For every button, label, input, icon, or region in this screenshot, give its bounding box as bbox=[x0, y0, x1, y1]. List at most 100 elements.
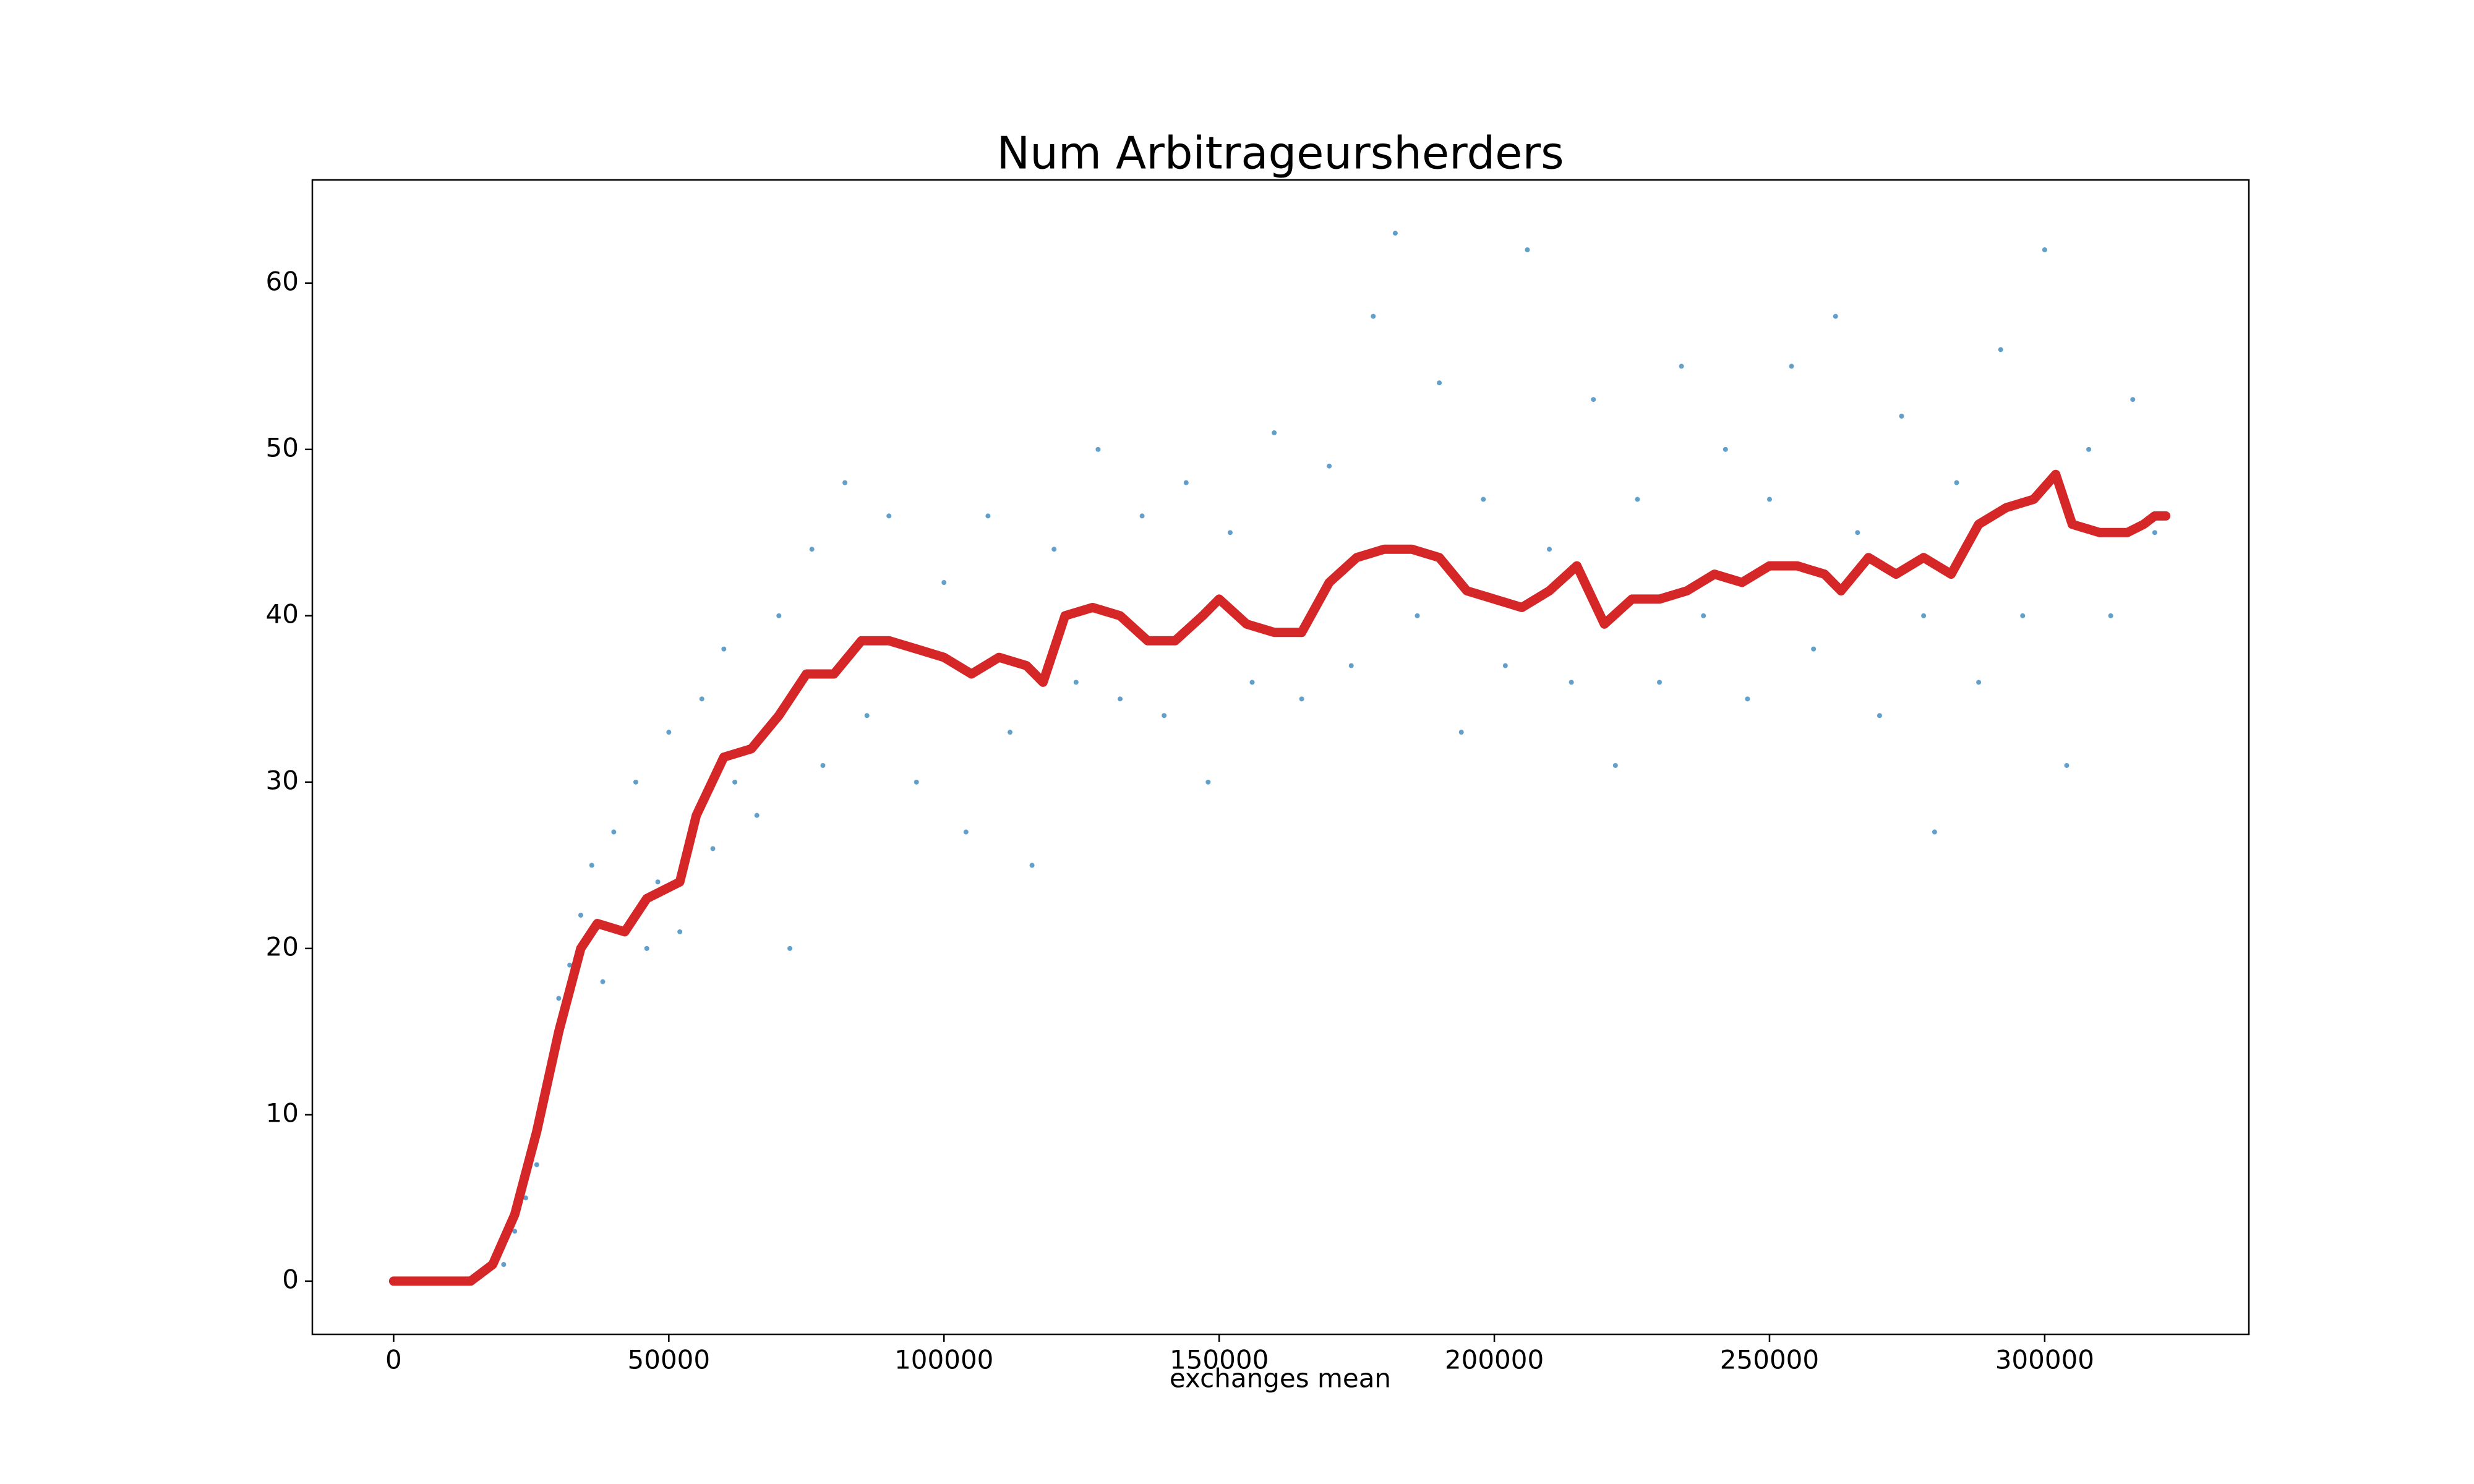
scatter-point bbox=[809, 547, 815, 552]
x-tick-label: 100000 bbox=[894, 1345, 993, 1375]
scatter-point bbox=[886, 513, 892, 519]
scatter-point bbox=[1745, 696, 1750, 702]
scatter-point bbox=[1162, 713, 1167, 719]
scatter-point bbox=[1998, 347, 2003, 352]
chart-title: Num Arbitrageursherders bbox=[996, 127, 1564, 179]
scatter-point bbox=[787, 945, 793, 951]
scatter-point bbox=[941, 580, 947, 586]
scatter-point bbox=[666, 730, 672, 735]
scatter-point bbox=[655, 879, 661, 885]
scatter-point bbox=[1095, 446, 1101, 452]
scatter-point bbox=[1547, 547, 1552, 552]
scatter-point bbox=[776, 613, 782, 618]
scatter-point bbox=[699, 696, 704, 702]
scatter-point bbox=[644, 945, 649, 951]
scatter-point bbox=[1437, 380, 1442, 386]
scatter-point bbox=[1766, 497, 1772, 502]
scatter-point bbox=[2020, 613, 2026, 618]
scatter-point bbox=[2152, 530, 2157, 535]
scatter-point bbox=[578, 913, 583, 918]
scatter-point bbox=[1789, 364, 1794, 369]
moving-average-line bbox=[388, 469, 2171, 1286]
scatter-point bbox=[1227, 530, 1233, 535]
y-tick-label: 20 bbox=[266, 931, 299, 962]
scatter-point bbox=[600, 979, 606, 984]
scatter-point bbox=[1051, 547, 1057, 552]
plot-frame bbox=[311, 179, 2250, 1336]
scatter-point bbox=[523, 1195, 528, 1201]
scatter-point bbox=[1272, 430, 1277, 435]
scatter-point bbox=[1954, 480, 1959, 485]
scatter-point bbox=[1899, 414, 1904, 419]
scatter-point bbox=[1371, 313, 1376, 319]
scatter-point bbox=[1976, 680, 1982, 685]
scatter-point bbox=[842, 480, 848, 485]
y-tick-label: 30 bbox=[266, 765, 299, 795]
scatter-point bbox=[2064, 762, 2070, 768]
scatter-point bbox=[1679, 364, 1684, 369]
scatter-point bbox=[1569, 680, 1574, 685]
scatter-point bbox=[1657, 680, 1663, 685]
scatter-point bbox=[2130, 397, 2136, 403]
scatter-point bbox=[1415, 613, 1420, 618]
x-tick-label: 0 bbox=[385, 1345, 402, 1375]
scatter-point bbox=[1008, 730, 1013, 735]
scatter-point bbox=[1029, 863, 1035, 868]
scatter-point bbox=[534, 1162, 539, 1167]
scatter-point bbox=[1635, 497, 1640, 502]
scatter-point bbox=[589, 863, 594, 868]
scatter-point bbox=[864, 713, 870, 719]
scatter-point bbox=[1701, 613, 1706, 618]
x-tick-label: 150000 bbox=[1170, 1345, 1269, 1375]
y-tick-label: 0 bbox=[282, 1264, 299, 1294]
scatter-point bbox=[1525, 247, 1530, 252]
y-tick-label: 40 bbox=[266, 599, 299, 629]
scatter-point bbox=[963, 829, 969, 835]
x-tick-label: 250000 bbox=[1720, 1345, 1819, 1375]
scatter-point bbox=[1392, 231, 1398, 236]
scatter-point bbox=[820, 762, 826, 768]
scatter-point bbox=[677, 929, 683, 934]
x-tick-label: 50000 bbox=[628, 1345, 711, 1375]
scatter-point bbox=[710, 846, 716, 851]
scatter-point bbox=[1481, 497, 1486, 502]
scatter-point bbox=[611, 829, 617, 835]
x-tick-label: 300000 bbox=[1995, 1345, 2094, 1375]
scatter-point bbox=[633, 779, 638, 785]
scatter-point bbox=[1932, 829, 1937, 835]
y-tick-label: 50 bbox=[266, 432, 299, 463]
scatter-point bbox=[1205, 779, 1211, 785]
scatter-point bbox=[1139, 513, 1145, 519]
scatter-point bbox=[1327, 463, 1332, 469]
scatter-point bbox=[1299, 696, 1304, 702]
scatter-point bbox=[1811, 646, 1817, 652]
scatter-point bbox=[732, 779, 738, 785]
scatter-point bbox=[1855, 530, 1860, 535]
scatter-point bbox=[1833, 313, 1838, 319]
scatter-point bbox=[567, 962, 573, 968]
scatter-point bbox=[1921, 613, 1927, 618]
scatter-point bbox=[1183, 480, 1189, 485]
scatter-point bbox=[512, 1229, 518, 1234]
y-tick-label: 60 bbox=[266, 266, 299, 296]
scatter-point bbox=[1117, 696, 1123, 702]
y-tick-label: 10 bbox=[266, 1098, 299, 1128]
scatter-point bbox=[1877, 713, 1882, 719]
scatter-point bbox=[1249, 680, 1255, 685]
scatter-point bbox=[501, 1262, 507, 1268]
scatter-point bbox=[2042, 247, 2047, 252]
x-tick-label: 200000 bbox=[1445, 1345, 1544, 1375]
scatter-point bbox=[754, 812, 760, 818]
scatter-point bbox=[1458, 730, 1464, 735]
scatter-point bbox=[1591, 397, 1596, 403]
scatter-point bbox=[721, 646, 727, 652]
scatter-point bbox=[556, 996, 562, 1001]
scatter-point bbox=[1723, 446, 1728, 452]
scatter-point bbox=[914, 779, 919, 785]
scatter-point bbox=[2086, 446, 2092, 452]
x-axis-label: exchanges mean bbox=[1170, 1363, 1391, 1394]
scatter-point bbox=[1612, 762, 1618, 768]
scatter-point bbox=[985, 513, 991, 519]
